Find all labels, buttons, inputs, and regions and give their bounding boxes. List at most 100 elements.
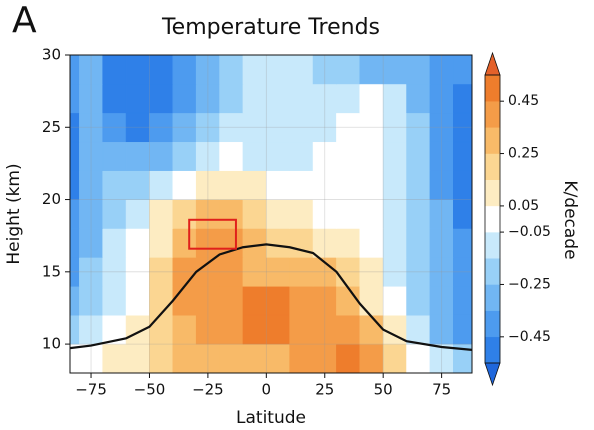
field-cell [382, 228, 407, 258]
field-cell [172, 141, 197, 171]
field-cell [266, 343, 290, 373]
x-tick-label: 0 [262, 381, 272, 399]
field-cell [336, 83, 361, 114]
field-cell [172, 55, 197, 85]
colorbar-bin [484, 310, 501, 338]
field-cell [242, 141, 267, 171]
field-cell [102, 199, 127, 229]
field-cell [219, 141, 244, 171]
field-cell [219, 83, 244, 114]
y-tick-label: 20 [42, 190, 61, 208]
field-cell [359, 343, 384, 373]
field-cell [70, 285, 80, 316]
x-tick-label: −75 [75, 381, 107, 399]
field-cell [359, 228, 384, 258]
field-cell [406, 228, 431, 258]
colorbar-label: K/decade [560, 180, 580, 259]
field-cell [289, 170, 314, 200]
colorbar-tick-label: −0.05 [508, 224, 551, 240]
field-cell [219, 285, 244, 316]
field-cell [406, 170, 431, 200]
field-cell [289, 141, 314, 171]
field-cell [125, 83, 150, 114]
field-cell [359, 83, 384, 114]
field-cell [242, 228, 267, 258]
field-cell [289, 83, 314, 114]
field-cell [266, 285, 290, 316]
field-cell [336, 199, 361, 229]
field-cell [382, 83, 407, 114]
field-cell [172, 285, 197, 316]
field-cell [125, 170, 150, 200]
field-cell [453, 199, 472, 229]
field-cell [336, 141, 361, 171]
field-cell [406, 55, 431, 85]
field-cell [102, 170, 127, 200]
field-cell [219, 170, 244, 200]
field-cell [219, 314, 244, 345]
field-cell [382, 343, 407, 373]
field-cell [453, 55, 472, 85]
y-tick-label: 25 [42, 118, 61, 136]
field-cell [266, 170, 290, 200]
y-axis-label: Height (km) [4, 163, 24, 264]
field-cell [359, 141, 384, 171]
field-cell [289, 314, 314, 345]
field-cell [359, 170, 384, 200]
x-axis-label: Latitude [236, 408, 306, 428]
colorbar-bin [484, 153, 501, 180]
colorbar-tick-label: 0.45 [508, 93, 539, 109]
field-cell [102, 83, 127, 114]
colorbar-bin [484, 258, 501, 285]
chart-title: Temperature Trends [161, 15, 380, 40]
field-cell [336, 170, 361, 200]
field-cell [219, 199, 244, 229]
colorbar-bin [484, 74, 501, 102]
field-cell [406, 285, 431, 316]
colorbar-bin [484, 284, 501, 311]
field-cell [149, 314, 174, 345]
field-cell [172, 170, 197, 200]
colorbar-tick-label: −0.45 [508, 329, 551, 345]
x-tick-label: 75 [432, 381, 451, 399]
field-cell [406, 343, 431, 373]
field-cell [149, 55, 174, 85]
field-cell [406, 141, 431, 171]
field-cell [242, 170, 267, 200]
field-cell [70, 228, 80, 258]
field-cell [336, 228, 361, 258]
x-tick-label: 25 [315, 381, 334, 399]
field-cell [359, 199, 384, 229]
field-cell [149, 141, 174, 171]
field-cell [406, 199, 431, 229]
field-cell [149, 199, 174, 229]
field-cell [242, 83, 267, 114]
field-cell [149, 170, 174, 200]
field-cell [266, 141, 290, 171]
field-cell [102, 141, 127, 171]
field-cell [266, 55, 290, 85]
colorbar-bin [484, 100, 501, 128]
field-cell [289, 343, 314, 373]
field-cell [149, 343, 174, 373]
field-cell [172, 343, 197, 373]
field-cell [149, 83, 174, 114]
field-cell [382, 170, 407, 200]
field-cell [336, 285, 361, 316]
field-cell [242, 314, 267, 345]
field-cell [70, 83, 80, 114]
field-cell [453, 141, 472, 171]
field-cell [453, 285, 472, 316]
colorbar-bin [484, 127, 501, 154]
colorbar-extend-high [484, 51, 501, 76]
colorbar-bin [484, 231, 501, 259]
field-cell [149, 285, 174, 316]
field-cell [406, 83, 431, 114]
field-cell [359, 285, 384, 316]
tropopause-line [70, 243, 472, 351]
field-cell [289, 199, 314, 229]
field-cell [70, 141, 80, 171]
field-cell [359, 55, 384, 85]
field-cell [336, 314, 361, 345]
